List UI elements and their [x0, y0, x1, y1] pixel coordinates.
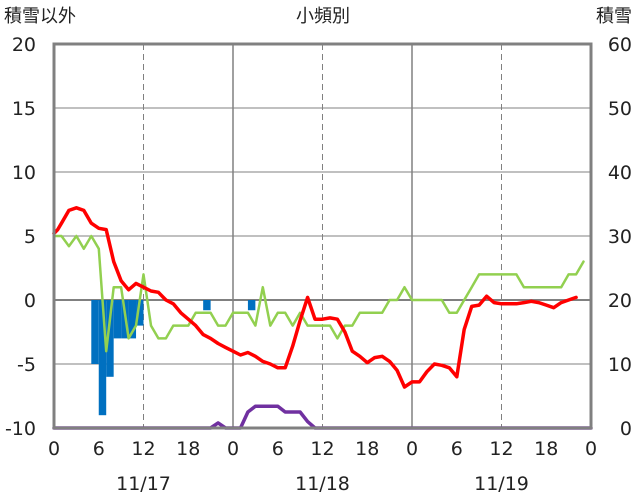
x-tick-label: 0 — [48, 438, 60, 460]
date-label: 11/17 — [116, 473, 171, 495]
precip-bar — [91, 300, 99, 364]
x-tick-label: 0 — [227, 438, 239, 460]
right-axis-title: 積雪 — [596, 6, 632, 27]
x-tick-label: 0 — [406, 438, 418, 460]
left-y-tick-label: 0 — [24, 290, 36, 312]
right-y-tick-label: 50 — [608, 98, 632, 120]
left-y-tick-label: 15 — [12, 98, 36, 120]
precip-bar — [98, 300, 107, 416]
precip-bar — [113, 300, 122, 339]
right-y-tick-label: 30 — [608, 226, 632, 248]
x-tick-label: 18 — [176, 438, 200, 460]
series-lines — [52, 206, 593, 430]
precip-bar — [203, 300, 211, 311]
plot-border — [52, 42, 593, 430]
left-y-tick-label: 20 — [12, 34, 36, 56]
right-y-tick-label: 0 — [620, 418, 632, 440]
left-y-tick-label: -5 — [17, 354, 36, 376]
purple-snow-line — [52, 404, 593, 430]
date-label: 11/19 — [474, 473, 529, 495]
x-tick-label: 12 — [131, 438, 155, 460]
precip-bar — [136, 300, 144, 326]
precip-bar — [106, 300, 114, 377]
right-y-tick-label: 20 — [608, 290, 632, 312]
x-tick-label: 12 — [310, 438, 334, 460]
red-series-line — [52, 206, 578, 389]
chart-title: 小頻別 — [296, 6, 350, 27]
right-y-tick-label: 60 — [608, 34, 632, 56]
left-y-tick-label: 5 — [24, 226, 36, 248]
precip-bar — [128, 300, 137, 339]
green-series-line — [52, 234, 585, 353]
x-tick-label: 6 — [451, 438, 463, 460]
right-y-tick-label: 10 — [608, 354, 632, 376]
x-tick-label: 18 — [355, 438, 379, 460]
left-y-tick-label: -10 — [5, 418, 36, 440]
x-tick-label: 6 — [93, 438, 105, 460]
left-axis-title: 積雪以外 — [4, 6, 76, 27]
x-tick-label: 12 — [489, 438, 513, 460]
x-tick-label: 18 — [534, 438, 558, 460]
left-y-tick-label: 10 — [12, 162, 36, 184]
date-label: 11/18 — [295, 473, 350, 495]
right-y-tick-label: 40 — [608, 162, 632, 184]
x-tick-label: 0 — [585, 438, 597, 460]
precip-bar — [247, 300, 256, 311]
plot-frame — [52, 42, 593, 430]
x-tick-label: 6 — [272, 438, 284, 460]
